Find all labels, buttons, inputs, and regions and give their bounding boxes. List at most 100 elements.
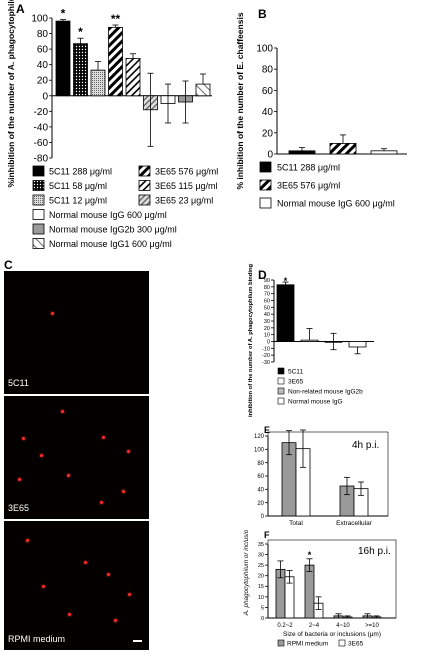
- panel-e-y-tick-label: 80: [257, 461, 264, 467]
- panel-b-legend-label: 5C11 288 μg/ml: [277, 163, 340, 173]
- panel-d-legend-label: Normal mouse IgG: [288, 399, 343, 406]
- panel-f-y-tick-label: 10: [258, 595, 264, 601]
- panel-e-y-tick-label: 20: [257, 501, 264, 507]
- panel-d-legend-swatch: [277, 397, 285, 405]
- panel-a-significance-star: *: [78, 25, 83, 39]
- panel-a-y-tick-label: -60: [34, 138, 49, 149]
- panel-d-y-tick-label: 0: [267, 339, 270, 345]
- panel-d-y-tick-label: -20: [262, 353, 270, 359]
- panel-f-y-tick-label: 35: [258, 542, 264, 548]
- bacteria-dot: [67, 474, 70, 477]
- bacteria-dot: [128, 593, 131, 596]
- panel-d-significance-star: *: [284, 276, 288, 286]
- panel-d-y-tick-label: 90: [264, 278, 270, 284]
- panel-a-y-tick-label: -40: [34, 122, 49, 133]
- panel-e-y-tick-label: 60: [257, 474, 264, 480]
- panel-f-significance-star: *: [308, 550, 312, 560]
- micrograph-5c11: 5C11: [4, 271, 149, 394]
- panel-b-legend-swatch: [259, 161, 272, 173]
- panel-letter-a: A: [16, 2, 25, 16]
- bacteria-dot: [51, 312, 54, 315]
- bacteria-dot: [22, 437, 25, 440]
- panel-b-y-tick-label: 60: [262, 86, 274, 97]
- panel-a-legend-swatch: [32, 194, 45, 206]
- panel-a-bar: [73, 43, 88, 97]
- panel-f-y-tick-label: 25: [258, 563, 264, 569]
- panel-a-legend-swatch: [138, 180, 151, 191]
- scale-bar: [133, 640, 142, 642]
- panel-b-legend-swatch: [259, 197, 272, 209]
- micrograph-label-3e65: 3E65: [8, 503, 30, 513]
- panel-f-legend-swatch: [338, 639, 346, 647]
- panel-b-y-tick-label: 80: [262, 65, 274, 76]
- panel-d-legend-label: 5C11: [288, 369, 303, 376]
- panel-a-legend-swatch: [138, 165, 151, 177]
- bacteria-dot: [107, 573, 110, 576]
- panel-letter-e: E: [264, 425, 270, 435]
- panel-d-y-tick-label: 60: [264, 298, 270, 304]
- panel-letter-c: C: [4, 258, 13, 272]
- panel-a-y-tick-label: -80: [34, 154, 49, 165]
- panel-a-y-tick-label: 60: [37, 45, 49, 56]
- bacteria-dot: [100, 501, 103, 504]
- panel-a-legend-label: 5C11 288 μg/ml: [49, 167, 112, 177]
- panel-a-y-axis-label: %inhibition of the number of A. phagocyt…: [6, 0, 16, 187]
- panel-f-y-tick-label: 20: [258, 574, 264, 580]
- panel-e-y-tick-label: 40: [257, 487, 264, 493]
- panel-f-y-tick-label: 0: [261, 616, 264, 622]
- panel-d-legend-swatch: [277, 387, 285, 395]
- panel-d-y-tick-label: 20: [264, 326, 270, 332]
- chart-a: 100 80 60 40 20 0 -20 -40 -60 -80 %inhibition of t…: [6, 0, 218, 249]
- micrograph-label-rpmi: RPMI medium: [8, 634, 66, 644]
- panel-a-y-tick-label: 40: [37, 60, 49, 71]
- panel-a-legend-label: Normal mouse IgG2b 300 μg/ml: [49, 225, 177, 235]
- panel-f-y-tick-label: 5: [261, 605, 264, 611]
- panel-d-bar: [300, 339, 319, 342]
- panel-d-bar: [348, 341, 367, 348]
- panel-b-legend-label: 3E65 576 μg/ml: [277, 181, 340, 191]
- panel-a-legend-label: Normal mouse IgG1 600 μg/ml: [49, 239, 172, 249]
- panel-ef-y-axis-label: A. phagocytophilum or inclusion/100 HL-6…: [243, 530, 250, 616]
- panel-a-significance-star: **: [111, 12, 121, 26]
- chart-b: 100 80 60 40 20 0 % inhibition of the number o…: [235, 12, 407, 209]
- panel-a-bar: [108, 26, 123, 97]
- panel-f-y-tick-label: 15: [258, 584, 264, 590]
- panel-f-legend-label: RPMI medium: [287, 641, 328, 648]
- panel-a-legend-label: 5C11 12 μg/ml: [49, 196, 107, 206]
- bacteria-dot: [26, 539, 29, 542]
- chart-f: F35 30 25 20 15 10 5 0 16h p.i. A. phagocytophilu…: [243, 530, 397, 648]
- bacteria-dot: [18, 478, 21, 481]
- panel-a-legend-swatch: [32, 223, 45, 235]
- panel-a-legend-label: 3E65 576 μg/ml: [155, 167, 218, 177]
- panel-f-frame: [267, 539, 397, 619]
- panel-b-bar: [329, 142, 357, 155]
- bacteria-dot: [102, 436, 105, 439]
- panel-b-y-axis-label: % inhibition of the number of E. chaffee…: [235, 12, 245, 189]
- panel-e-x-tick-label: Extracellular: [336, 520, 373, 527]
- panel-d-y-tick-label: 40: [264, 312, 270, 318]
- micrograph-rpmi: RPMI medium: [4, 521, 149, 650]
- panel-d-y-tick-label: 80: [264, 285, 270, 291]
- panel-b-bar: [370, 150, 398, 155]
- panel-a-bar: [125, 58, 141, 97]
- panel-a-legend-swatch: [32, 209, 45, 220]
- panel-a-significance-star: *: [61, 7, 66, 21]
- panel-e-title: 4h p.i.: [352, 440, 379, 451]
- bacteria-dot: [68, 613, 71, 616]
- panel-a-legend-label: Normal mouse IgG 600 μg/ml: [49, 210, 167, 220]
- bacteria-dot: [40, 454, 43, 457]
- panel-f-x-tick-label: 4~10: [336, 623, 350, 629]
- panel-b-y-tick-label: 100: [256, 44, 273, 55]
- panel-d-y-axis-label: % inhibition of the number of A. phagocy…: [248, 262, 254, 417]
- panel-d-y-tick-label: 30: [264, 319, 270, 325]
- panel-e-frame: [267, 431, 389, 517]
- panel-a-legend-swatch: [32, 165, 45, 177]
- panel-d-y-tick-label: -10: [262, 346, 270, 352]
- panel-a-y-tick-label: 100: [31, 14, 48, 25]
- panel-e-y-tick-label: 120: [254, 434, 265, 440]
- panel-b-legend-label: Normal mouse IgG 600 μg/ml: [277, 199, 395, 209]
- panel-a-y-tick-label: 0: [42, 91, 48, 102]
- panel-b-y-tick-label: 0: [267, 150, 273, 161]
